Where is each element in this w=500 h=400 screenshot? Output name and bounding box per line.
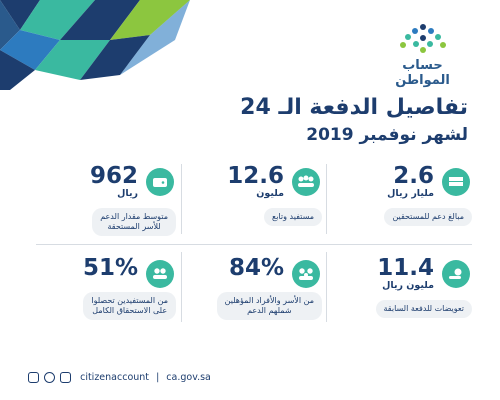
divider [36,244,472,245]
website-link[interactable]: ca.gov.sa [166,372,211,383]
stat-value: 11.4 [377,255,434,281]
stat-value: 51% [82,255,138,281]
coin-hand-icon [442,260,470,288]
decorative-corner-shapes [0,0,190,90]
two-people-icon [146,260,174,288]
citizen-account-logo: حساب المواطن [375,22,470,88]
footer: citizenaccount | ca.gov.sa [28,372,211,383]
divider [326,252,327,322]
stat-label: من المستفيدين تحصلوا على الاستحقاق الكام… [83,292,176,320]
stats-grid: 2.6 مليار ريال مبالغ دعم للمستحقين 12.6 … [36,160,472,330]
stat-covered-families: 84% من الأسر والأفراد المؤهلين شملهم الد… [182,252,322,332]
page-subtitle: لشهر نوفمبر 2019 [306,125,468,145]
twitter-icon[interactable] [28,372,39,383]
logo-mark-icon [399,24,446,53]
stat-label: مستفيد وتابع [263,208,322,226]
stat-label: من الأسر والأفراد المؤهلين شملهم الدعم [216,292,322,320]
stat-value: 12.6 [227,163,284,189]
stat-full-entitlement: 51% من المستفيدين تحصلوا على الاستحقاق ا… [36,252,176,332]
stat-support-amount: 2.6 مليار ريال مبالغ دعم للمستحقين [332,160,472,240]
social-handle[interactable]: citizenaccount [80,372,150,383]
youtube-icon[interactable] [60,372,72,383]
brand-name: حساب المواطن [395,58,450,88]
money-stack-icon [442,168,470,196]
stat-unit: ريال [117,188,138,199]
divider [181,164,182,234]
stat-compensation: 11.4 مليون ريال تعويضات للدفعة السابقة [332,252,472,332]
page-title: تفاصيل الدفعة الـ 24 [240,95,468,120]
stat-unit: مليار ريال [387,188,434,199]
divider [326,164,327,234]
stat-label: مبالغ دعم للمستحقين [384,208,472,226]
stat-value: 84% [228,255,284,281]
instagram-icon[interactable] [44,372,56,383]
stat-average-support: 962 ريال متوسط مقدار الدعم للأسر المستحق… [36,160,176,240]
stat-label: تعويضات للدفعة السابقة [375,300,472,318]
stat-value: 2.6 [393,163,434,189]
family-icon [292,260,320,288]
stat-unit: مليون ريال [382,280,434,291]
stat-unit: مليون [256,188,284,199]
divider [181,252,182,322]
wallet-icon [146,168,174,196]
footer-divider: | [156,372,160,383]
people-group-icon [292,168,320,196]
stat-value: 962 [89,163,138,189]
stat-label: متوسط مقدار الدعم للأسر المستحقة [92,208,176,236]
stat-beneficiaries: 12.6 مليون مستفيد وتابع [182,160,322,240]
